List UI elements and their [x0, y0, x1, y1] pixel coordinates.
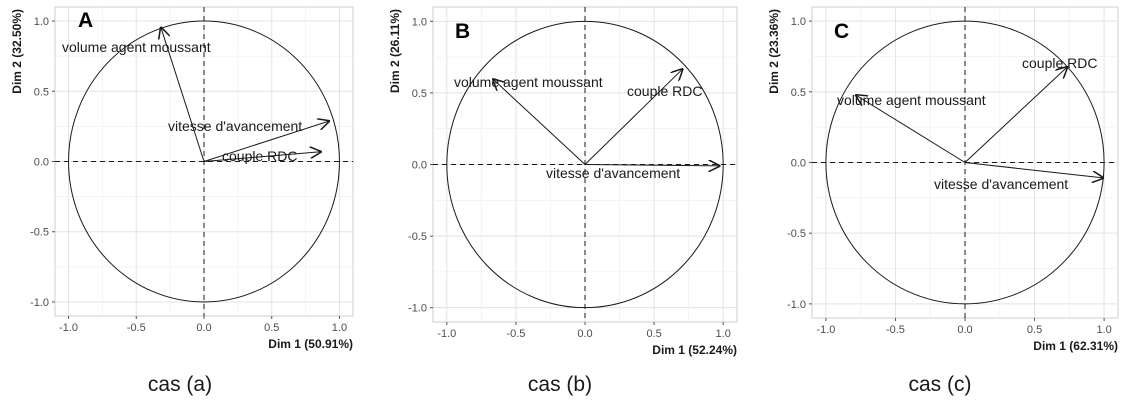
x-tick-label: 0.0: [196, 322, 211, 334]
variable-label: vitesse d'avancement: [546, 165, 680, 181]
x-tick-label: -1.0: [437, 328, 456, 340]
y-axis-title: Dim 2 (23.36%): [767, 9, 781, 94]
x-tick-label: -1.0: [816, 324, 835, 336]
x-tick-label: 0.5: [264, 322, 279, 334]
x-tick-label: 1.0: [332, 322, 347, 334]
x-tick-label: 0.5: [1027, 324, 1042, 336]
pca-panel-b: -1.0 -0.5 0.0 0.5 1.0 -1.0 -0.5 0.0 0.5 1.0 Dim 1 …: [388, 7, 737, 396]
variable-label: volume agent moussant: [454, 74, 603, 90]
variable-label: vitesse d'avancement: [934, 176, 1068, 192]
y-tick-label: -1.0: [408, 303, 427, 315]
variable-label: volume agent moussant: [837, 92, 986, 108]
pca-panel-c: -1.0 -0.5 0.0 0.5 1.0 -1.0 -0.5 0.0 0.5 1.0 Dim 1 …: [767, 7, 1118, 396]
panel-caption: cas (c): [909, 373, 972, 396]
panel-caption: cas (a): [148, 373, 212, 396]
y-tick-label: 0.5: [412, 88, 427, 100]
pca-panel-a: -1.0 -0.5 0.0 0.5 1.0 -1.0 -0.5 0.0 0.5 1.0 Dim 1 …: [10, 7, 353, 396]
y-axis-title: Dim 2 (32.50%): [10, 9, 24, 94]
y-tick-label: 0.0: [412, 160, 427, 172]
y-tick-label: 1.0: [412, 16, 427, 28]
variable-label: couple RDC: [222, 148, 297, 164]
panel-caption: cas (b): [528, 373, 592, 396]
x-axis-title: Dim 1 (62.31%): [1033, 339, 1118, 353]
panel-letter: A: [78, 9, 93, 32]
y-tick-label: -0.5: [787, 228, 806, 240]
x-tick-label: -0.5: [506, 328, 525, 340]
y-tick-label: -0.5: [408, 231, 427, 243]
y-tick-label: 1.0: [34, 16, 49, 28]
y-tick-label: 0.5: [34, 86, 49, 98]
y-tick-label: -1.0: [30, 297, 49, 309]
x-tick-label: -1.0: [59, 322, 78, 334]
x-axis-title: Dim 1 (50.91%): [268, 337, 353, 351]
x-tick-label: 1.0: [1096, 324, 1111, 336]
panel-letter: C: [834, 20, 849, 43]
x-tick-label: 1.0: [716, 328, 731, 340]
y-tick-label: -1.0: [787, 299, 806, 311]
y-tick-label: -0.5: [30, 227, 49, 239]
variable-label: couple RDC: [1022, 55, 1097, 71]
y-axis-title: Dim 2 (26.11%): [388, 9, 402, 93]
variable-label: vitesse d'avancement: [168, 118, 302, 134]
variable-label: volume agent moussant: [62, 39, 211, 55]
x-tick-label: 0.0: [957, 324, 972, 336]
x-axis-title: Dim 1 (52.24%): [652, 343, 737, 357]
panel-letter: B: [455, 20, 470, 43]
y-tick-label: 1.0: [791, 16, 806, 28]
x-tick-label: 0.5: [646, 328, 661, 340]
y-tick-label: 0.0: [791, 158, 806, 170]
variable-label: couple RDC: [627, 83, 702, 99]
x-tick-label: -0.5: [127, 322, 146, 334]
y-tick-label: 0.0: [34, 157, 49, 169]
x-tick-label: -0.5: [886, 324, 905, 336]
y-tick-label: 0.5: [791, 87, 806, 99]
x-tick-label: 0.0: [577, 328, 592, 340]
